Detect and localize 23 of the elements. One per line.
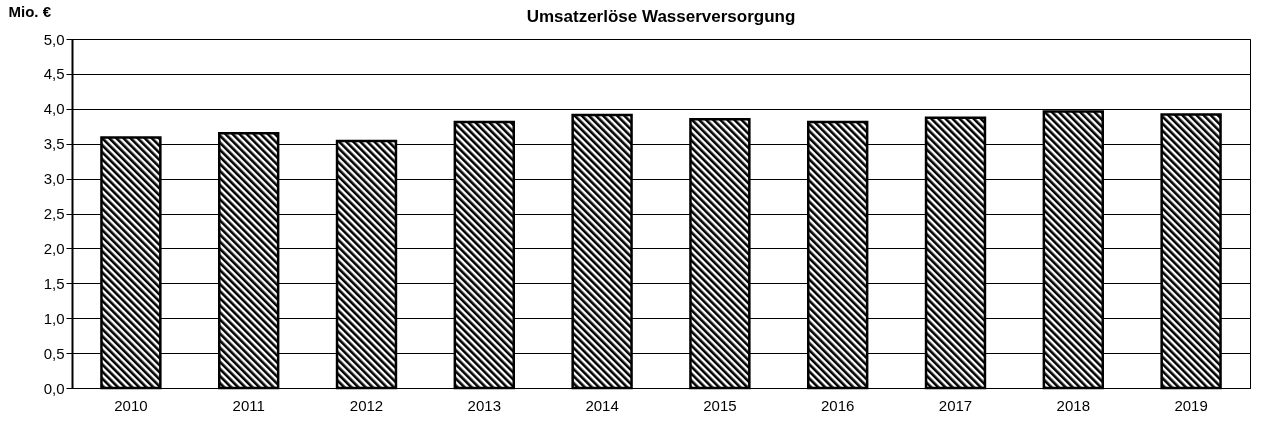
y-tick-label: 3,0 — [43, 170, 65, 188]
x-tick-label: 2018 — [1056, 396, 1090, 414]
y-tick-label: 3,5 — [43, 135, 65, 153]
x-tick-label: 2012 — [349, 396, 384, 414]
x-tick-label: 2019 — [1174, 396, 1208, 414]
chart-title: Umsatzerlöse Wasserversorgung — [526, 7, 796, 26]
x-tick-label: 2015 — [703, 396, 737, 414]
y-tick-label: 2,5 — [43, 205, 65, 222]
x-tick-label: 2010 — [114, 396, 148, 414]
x-tick-label: 2014 — [585, 396, 619, 414]
y-axis-title: Mio. € — [8, 2, 52, 20]
y-tick-label: 1,0 — [43, 309, 65, 327]
y-tick-label: 4,5 — [43, 65, 65, 83]
y-tick-label: 1,5 — [43, 274, 65, 292]
y-tick-label: 2,0 — [43, 239, 65, 257]
y-tick-label: 5,0 — [43, 30, 65, 48]
x-tick-label: 2017 — [938, 396, 973, 414]
x-tick-label: 2016 — [821, 396, 855, 414]
y-tick-label: 4,0 — [43, 100, 65, 118]
y-tick-label: 0,0 — [43, 379, 65, 397]
x-tick-label: 2011 — [232, 396, 265, 414]
x-tick-label: 2013 — [467, 396, 501, 414]
y-tick-label: 0,5 — [43, 344, 65, 362]
